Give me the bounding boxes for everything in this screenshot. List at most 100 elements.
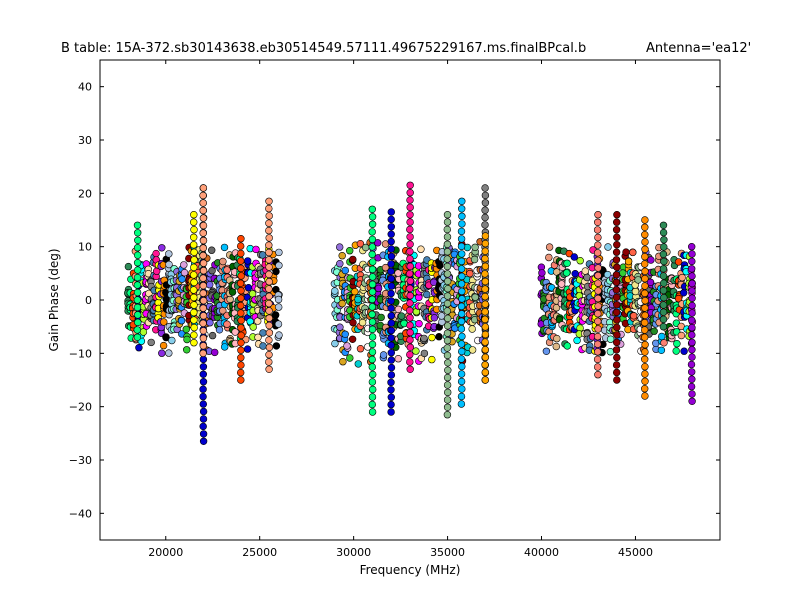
data-point (458, 220, 466, 228)
data-point (481, 292, 489, 301)
data-point (606, 348, 615, 356)
data-point (199, 206, 207, 215)
data-point (674, 294, 683, 303)
data-point (252, 245, 260, 254)
data-point (369, 258, 377, 266)
data-point (406, 350, 414, 359)
data-point (420, 334, 428, 343)
data-point (339, 358, 347, 366)
data-point (593, 249, 602, 257)
y-tick-label: 40 (78, 81, 92, 94)
y-tick-label: 20 (78, 187, 92, 200)
data-point (265, 329, 274, 337)
data-point (265, 256, 273, 264)
data-point (443, 248, 452, 256)
data-point (563, 342, 571, 350)
data-point (412, 347, 420, 355)
data-point (259, 342, 267, 350)
data-point (594, 287, 602, 295)
data-point (659, 323, 668, 331)
data-point (688, 338, 696, 347)
data-point (457, 340, 466, 348)
data-point (545, 253, 553, 262)
data-point (688, 287, 696, 295)
data-point (152, 249, 160, 258)
data-point (259, 329, 267, 337)
data-point (443, 292, 452, 300)
data-point (368, 288, 377, 296)
data-point (348, 335, 357, 343)
data-point (481, 368, 489, 377)
data-point (199, 370, 208, 378)
data-point (406, 240, 414, 248)
data-point (458, 385, 466, 393)
data-point (444, 285, 452, 293)
data-point (562, 269, 571, 277)
data-point (672, 347, 680, 355)
data-point (237, 294, 245, 302)
data-point (368, 378, 377, 386)
data-point (688, 309, 696, 317)
data-point (406, 365, 414, 373)
data-point (457, 317, 466, 326)
data-point (208, 246, 216, 254)
x-tick-label: 35000 (430, 546, 465, 559)
data-point (481, 315, 489, 324)
data-point (265, 343, 274, 352)
data-point (265, 299, 273, 308)
data-point (659, 279, 668, 287)
data-point (612, 256, 621, 264)
data-point (659, 315, 668, 324)
data-point (430, 314, 439, 322)
data-point (221, 343, 229, 351)
data-point (162, 295, 170, 303)
data-point (406, 262, 414, 270)
data-point (394, 355, 402, 363)
data-point (208, 331, 217, 340)
data-point (570, 253, 578, 261)
data-point (481, 376, 489, 384)
data-point (458, 272, 466, 281)
y-tick-label: 0 (85, 294, 92, 307)
data-point (563, 259, 571, 267)
data-point (457, 325, 466, 333)
data-point (133, 273, 142, 282)
data-point (199, 259, 208, 267)
data-point (594, 325, 602, 333)
data-point (458, 197, 466, 206)
data-point (199, 415, 208, 423)
data-point (369, 370, 377, 379)
data-point (379, 351, 388, 359)
data-point (443, 262, 452, 271)
data-point (557, 280, 566, 288)
data-point (436, 261, 444, 270)
data-point (660, 257, 668, 266)
data-point (594, 271, 602, 280)
data-point (133, 333, 142, 341)
data-point (160, 318, 168, 326)
data-point (593, 226, 602, 234)
data-point (481, 353, 490, 361)
data-point (406, 277, 414, 285)
data-point (406, 299, 414, 307)
data-point (688, 390, 696, 398)
data-point (190, 323, 198, 332)
data-point (659, 228, 668, 237)
data-point (387, 363, 396, 372)
data-point (368, 235, 377, 244)
data-point (659, 265, 668, 273)
data-point (687, 368, 696, 376)
data-point (576, 257, 584, 265)
data-point (183, 346, 191, 354)
data-point (659, 301, 668, 309)
data-point (336, 323, 344, 331)
data-point (199, 184, 208, 192)
data-point (406, 189, 414, 197)
data-point (190, 248, 198, 257)
data-point (612, 271, 621, 279)
data-point (443, 336, 452, 345)
data-point (458, 205, 466, 213)
data-point (458, 287, 466, 296)
data-point (406, 292, 414, 300)
data-point (135, 344, 143, 352)
